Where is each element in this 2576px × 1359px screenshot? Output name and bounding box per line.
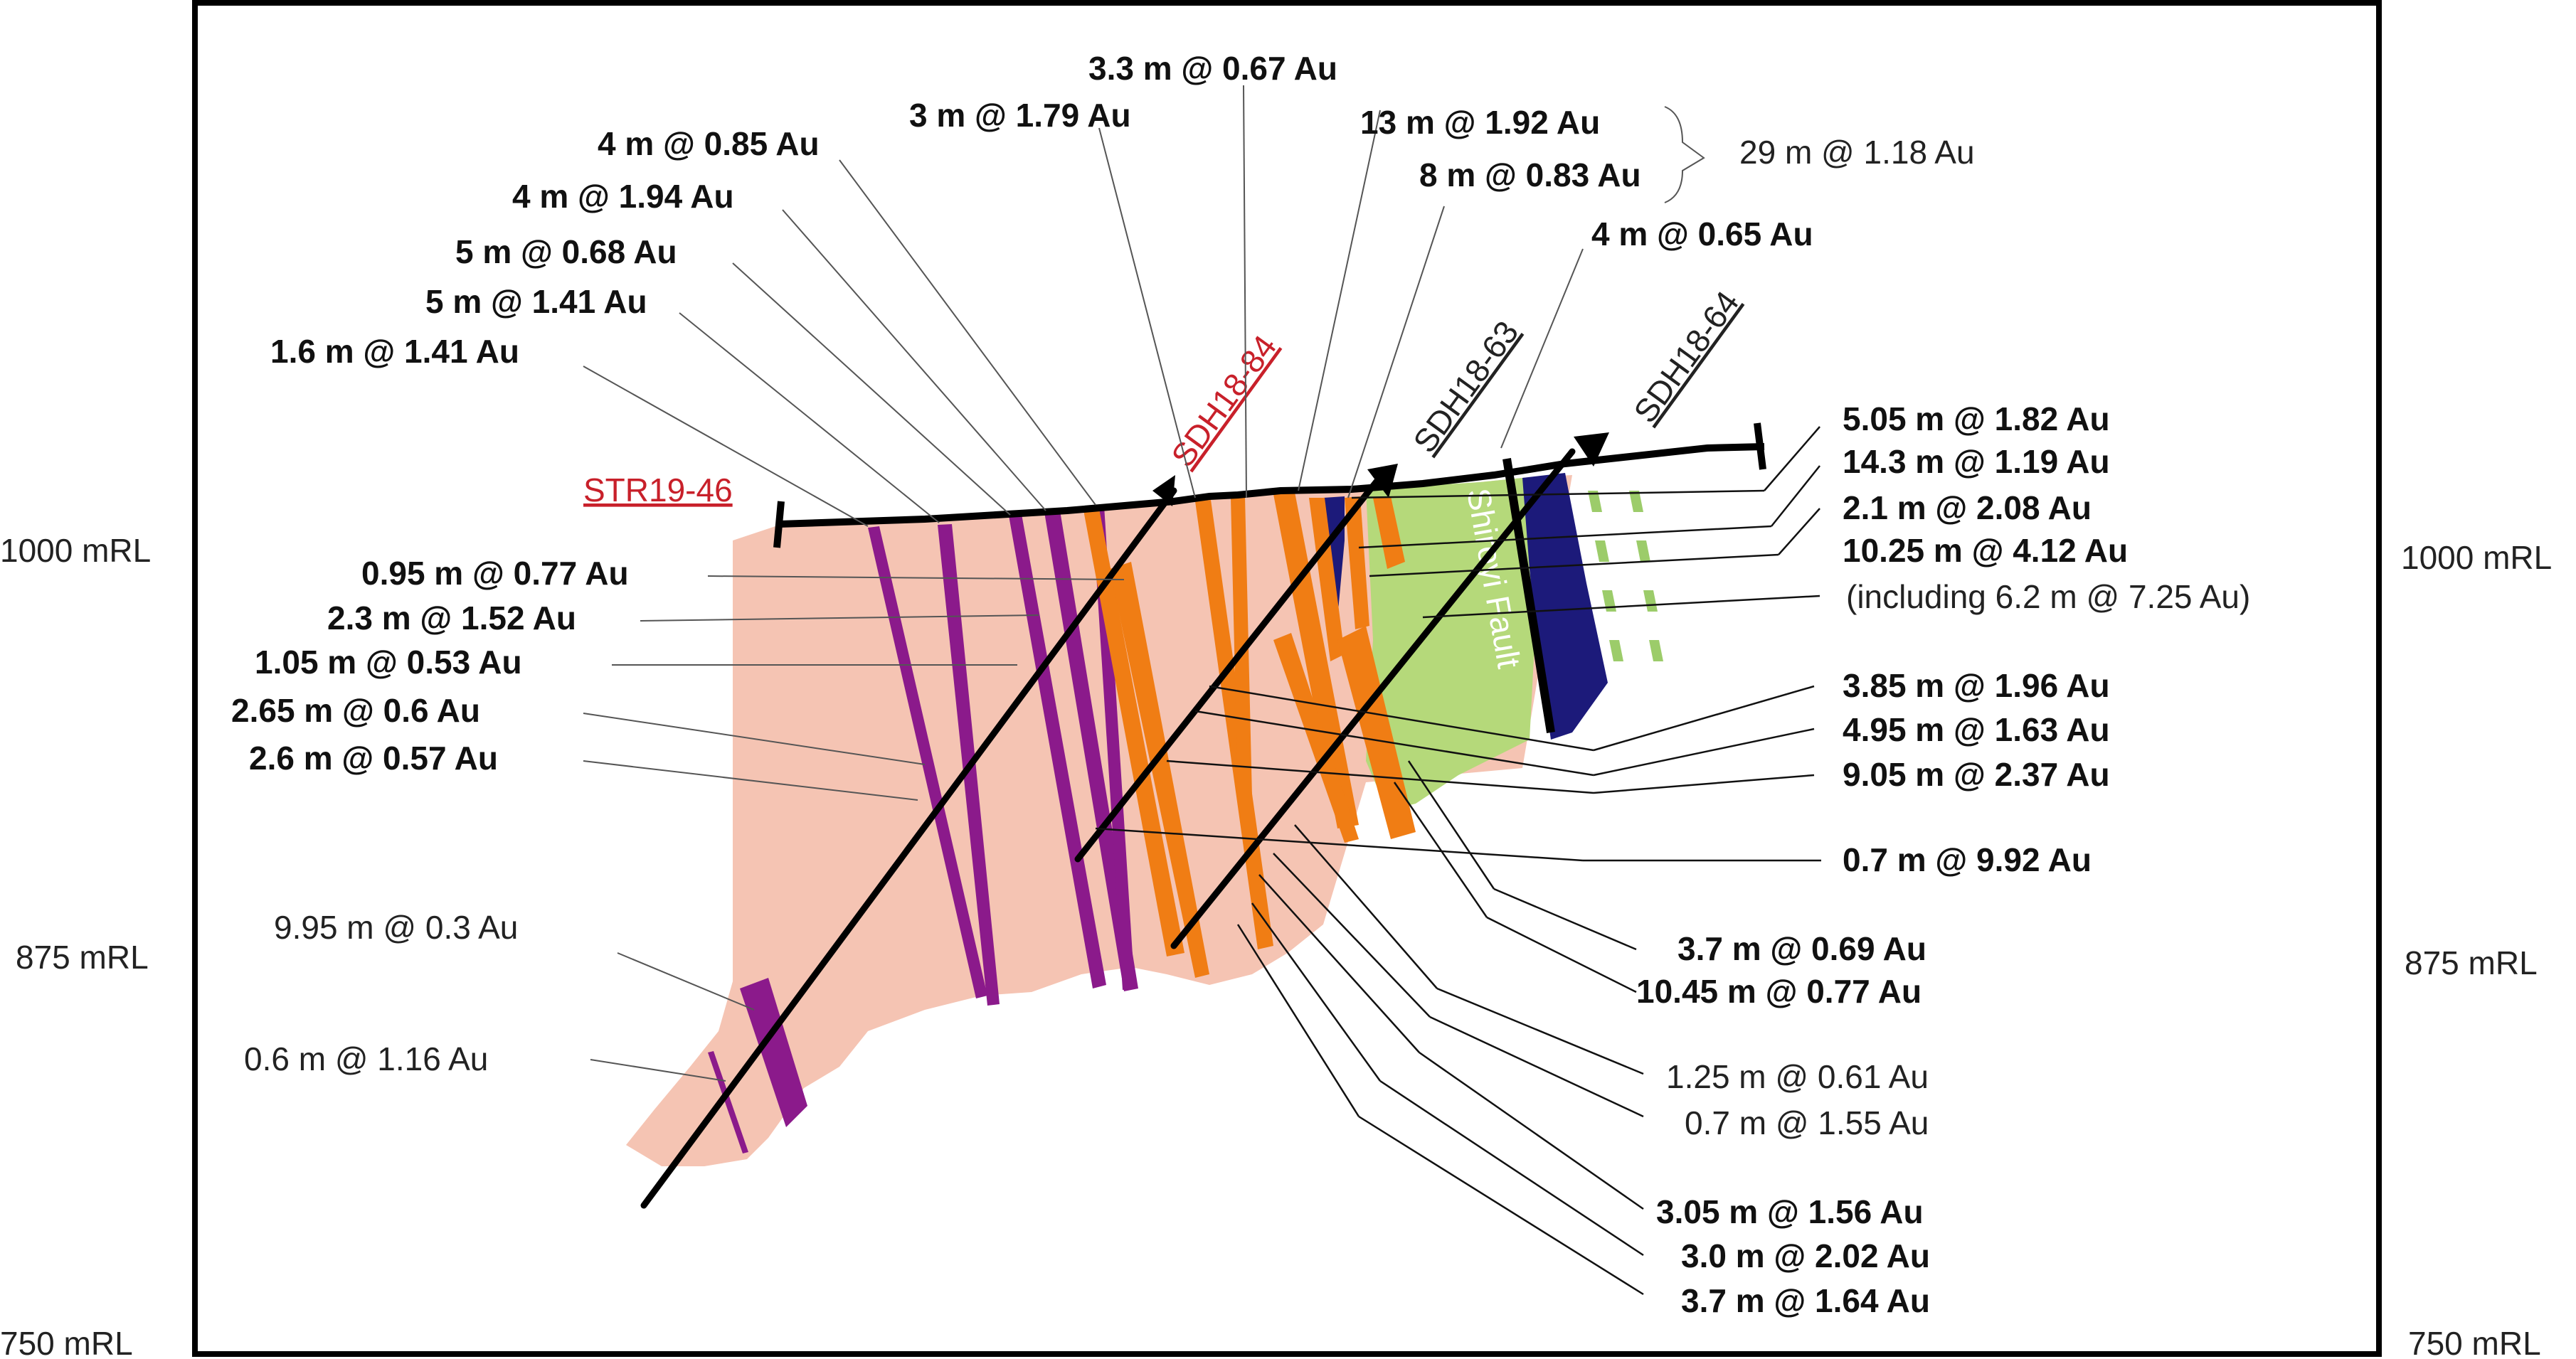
sdh18-84-trace [1074,478,1380,863]
elev-right-1000: 1000 mRL [2401,539,2552,576]
intercept-including-6.2m-7.25: (including 6.2 m @ 7.25 Au) [1846,578,2250,615]
intercept-14.3m-1.19: 14.3 m @ 1.19 Au [1843,443,2110,480]
intercept-5m-1.41: 5 m @ 1.41 Au [425,283,647,320]
intercept-8m-0.83: 8 m @ 0.83 Au [1419,156,1641,193]
intercept-29m-1.18: 29 m @ 1.18 Au [1739,134,1975,171]
intercept-10.25m-4.12: 10.25 m @ 4.12 Au [1843,532,2128,569]
intercept-10.45m-0.77: 10.45 m @ 0.77 Au [1636,973,1922,1010]
elev-right-750: 750 mRL [2408,1325,2541,1359]
intercept-3.7m-0.69: 3.7 m @ 0.69 Au [1677,930,1926,967]
sdh18-63-arrow [1574,432,1609,467]
sdh18-63-trace [1170,448,1576,949]
green-altered-zone [1366,475,1565,811]
intercept-2.1m-2.08: 2.1 m @ 2.08 Au [1843,489,2092,526]
intercept-3.0m-2.02: 3.0 m @ 2.02 Au [1681,1237,1930,1274]
intercept-9.95m-0.3: 9.95 m @ 0.3 Au [274,909,518,946]
intercept-1.05m-0.53: 1.05 m @ 0.53 Au [255,644,522,681]
intercept-3.7m-1.64: 3.7 m @ 1.64 Au [1681,1282,1930,1319]
intercept-5m-0.68: 5 m @ 0.68 Au [455,233,677,270]
elev-left-1000: 1000 mRL [0,532,151,569]
intercept-4m-0.65: 4 m @ 0.65 Au [1591,215,1813,252]
surface-end-tick-right [1754,422,1766,470]
intercept-13m-1.92: 13 m @ 1.92 Au [1360,104,1600,141]
intercept-2.6m-0.57: 2.6 m @ 0.57 Au [249,740,498,777]
elev-left-875: 875 mRL [16,939,149,976]
intercept-4.95m-1.63: 4.95 m @ 1.63 Au [1843,711,2110,748]
intercept-3.05m-1.56: 3.05 m @ 1.56 Au [1656,1193,1924,1230]
elev-right-875: 875 mRL [2405,944,2538,981]
intercept-2.3m-1.52: 2.3 m @ 1.52 Au [327,599,576,636]
intercept-9.05m-2.37: 9.05 m @ 2.37 Au [1843,756,2110,793]
orange-veins [1083,492,1416,978]
intercept-4m-0.85: 4 m @ 0.85 Au [598,125,820,162]
drillhole-traces [640,432,1609,1209]
green-dashed-unit [1588,491,1663,661]
intercept-0.7m-1.55: 0.7 m @ 1.55 Au [1685,1104,1929,1141]
str19-46-trace [640,487,1177,1209]
elev-left-750: 750 mRL [0,1325,133,1359]
intercept-1.25m-0.61: 1.25 m @ 0.61 Au [1666,1058,1929,1095]
intercept-0.6m-1.16: 0.6 m @ 1.16 Au [244,1040,488,1077]
intercept-1.6m-1.41: 1.6 m @ 1.41 Au [270,333,519,370]
intercept-4m-1.94: 4 m @ 1.94 Au [512,178,734,215]
intercept-0.7m-9.92: 0.7 m @ 9.92 Au [1843,841,2092,878]
intercept-3.3m-0.67: 3.3 m @ 0.67 Au [1088,50,1337,87]
str19-46-arrow [1152,475,1175,506]
intercept-2.65m-0.6: 2.65 m @ 0.6 Au [231,692,480,729]
label-str19-46: STR19-46 [583,471,733,508]
intercept-5.05m-1.82: 5.05 m @ 1.82 Au [1843,400,2110,437]
sdh18-84-arrow [1367,464,1398,498]
intercept-0.95m-0.77: 0.95 m @ 0.77 Au [361,555,629,592]
leader-lines [583,85,1821,1296]
intercept-3m-1.79: 3 m @ 1.79 Au [909,97,1131,134]
intercept-3.85m-1.96: 3.85 m @ 1.96 Au [1843,667,2110,704]
shiroyi-fault-line [1502,458,1555,733]
surface-end-tick-left [773,501,785,548]
